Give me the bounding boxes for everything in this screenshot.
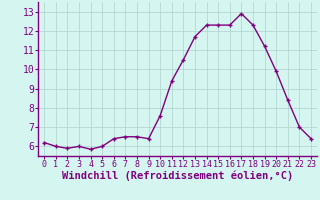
X-axis label: Windchill (Refroidissement éolien,°C): Windchill (Refroidissement éolien,°C)	[62, 171, 293, 181]
